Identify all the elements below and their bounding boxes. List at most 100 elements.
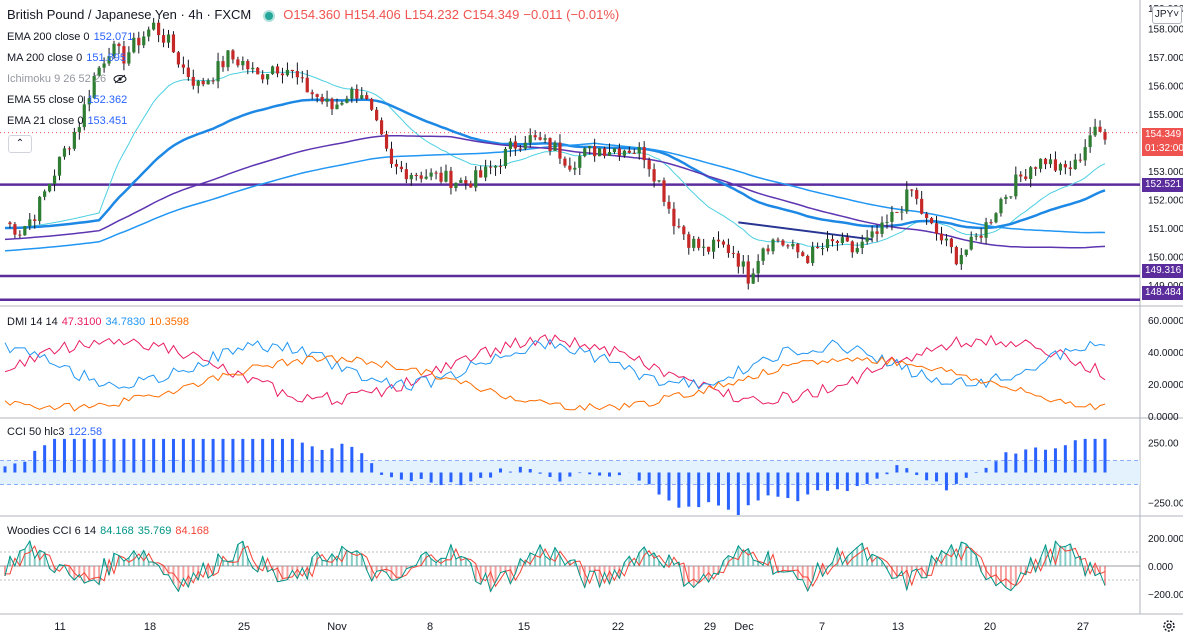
cci-bar: [350, 447, 353, 473]
woodies-bar: [737, 546, 739, 566]
time-tick: 27: [1077, 621, 1089, 633]
gear-icon[interactable]: [1161, 618, 1177, 634]
candle-body: [58, 157, 61, 176]
candle-body: [920, 199, 923, 214]
cci-bar: [489, 473, 492, 478]
candle-body: [18, 235, 21, 236]
candle-body: [648, 160, 651, 169]
candle-body: [301, 77, 304, 78]
legend-cci-label: CCI 50 hlc3: [7, 426, 64, 438]
woodies-bar: [222, 561, 224, 566]
candle-body: [880, 223, 883, 234]
cci-bar: [192, 439, 195, 473]
candle-body: [786, 245, 789, 246]
candle-body: [390, 149, 393, 164]
cci-bar: [885, 473, 888, 475]
candle-body: [856, 248, 859, 252]
eye-off-icon[interactable]: [110, 73, 127, 85]
candle-body: [613, 148, 616, 152]
dmi-minus-line: [5, 340, 1105, 391]
candle-body: [806, 256, 809, 263]
candle-body: [8, 223, 11, 225]
cci-bar: [568, 473, 571, 477]
candle-body: [221, 61, 224, 67]
candle-body: [534, 135, 537, 137]
level-label-148-4: 148.484: [1142, 286, 1183, 300]
cci-bar: [558, 473, 561, 482]
candle-body: [776, 240, 779, 241]
time-tick: 18: [144, 621, 156, 633]
candle-body: [420, 175, 423, 178]
candle-body: [425, 177, 428, 179]
candle-body: [266, 74, 269, 79]
candle-body: [449, 171, 452, 188]
dmi-tick: 60.0000: [1148, 316, 1183, 327]
candle-body: [608, 152, 611, 156]
candle-body: [152, 23, 155, 30]
candle-body: [905, 190, 908, 212]
candle-body: [801, 252, 804, 256]
ohlc-change: −0.011 (−0.01%): [523, 7, 619, 22]
time-tick: 8: [427, 621, 433, 633]
cci-bar: [895, 465, 898, 472]
cci-bar: [985, 468, 988, 473]
cci-bar: [261, 439, 264, 473]
legend-ichimoku[interactable]: Ichimoku 9 26 52 26: [7, 72, 131, 86]
candle-body: [950, 239, 953, 247]
candle-body: [192, 77, 195, 86]
cci-bar: [975, 472, 978, 473]
cci-bar: [469, 473, 472, 482]
candle-body: [444, 171, 447, 182]
woodies-bar: [698, 566, 700, 582]
candle-body: [702, 247, 705, 248]
candle-body: [940, 234, 943, 241]
cci-bar: [776, 473, 779, 497]
woodies-bar: [802, 566, 804, 580]
cci-bar: [1044, 450, 1047, 473]
candle-body: [162, 35, 165, 43]
candle-body: [593, 146, 596, 156]
candle-body: [999, 199, 1002, 213]
woodies-bar: [168, 566, 170, 575]
candle-body: [360, 95, 363, 98]
currency-select[interactable]: JPY˅: [1152, 6, 1182, 24]
legend-woodies-v3: 84.168: [175, 525, 209, 537]
candle-body: [350, 89, 353, 99]
cci-bar: [370, 463, 373, 472]
candle-body: [672, 209, 675, 226]
woodies-bar: [336, 560, 338, 566]
cci-bar: [231, 439, 234, 473]
dmi-tick: 20.0000: [1148, 380, 1183, 391]
candle-body: [742, 261, 745, 266]
woodies-bar: [1010, 566, 1012, 591]
candle-body: [28, 219, 31, 226]
cci-bar: [380, 473, 383, 475]
cci-bar: [588, 473, 591, 475]
cci-bar: [420, 473, 423, 479]
candle-body: [459, 180, 462, 183]
candle-body: [172, 34, 175, 52]
candle-body: [543, 138, 546, 140]
candle-body: [539, 137, 542, 140]
collapse-legend-button[interactable]: ⌃: [8, 135, 32, 153]
candle-body: [1069, 167, 1072, 169]
candle-body: [380, 120, 383, 134]
woodies-tick: 0.000: [1148, 562, 1173, 573]
legend-ichimoku-label: Ichimoku 9 26 52 26: [7, 73, 106, 85]
candle-body: [1089, 135, 1092, 147]
cci-bar: [549, 473, 552, 478]
candle-body: [529, 135, 532, 143]
candle-body: [994, 213, 997, 222]
candle-body: [989, 222, 992, 223]
candle-body: [197, 81, 200, 86]
candle-body: [697, 239, 700, 248]
candle-body: [519, 148, 522, 149]
symbol-header: British Pound / Japanese Yen · 4h · FXCM…: [7, 8, 623, 22]
